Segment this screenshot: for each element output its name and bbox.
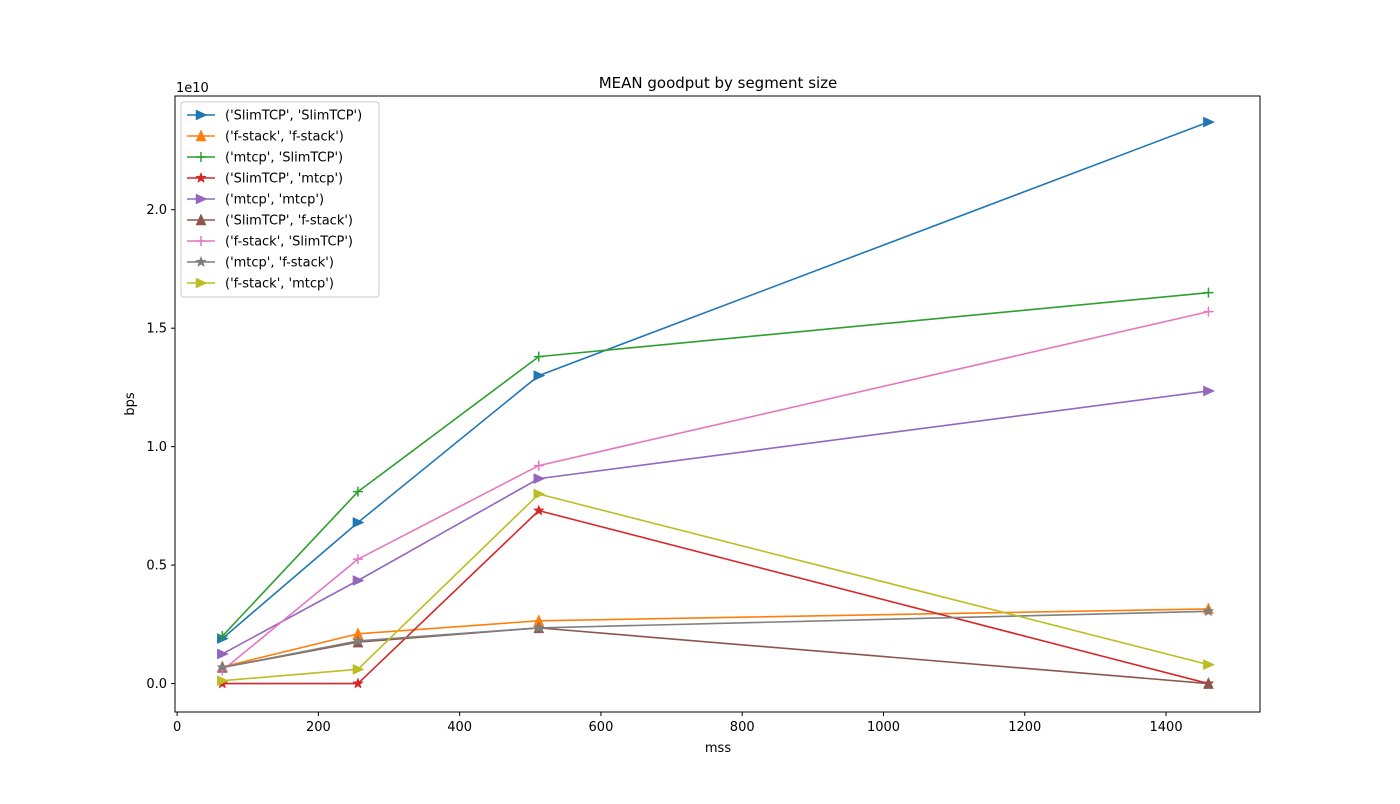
x-axis-label: mss: [705, 741, 731, 756]
data-point: [532, 621, 545, 633]
plot-area: 0 200 400 600 800 1000 1200 1400 0.0 0.5 1.0 1.5 2.0: [146, 95, 1261, 735]
data-point: [533, 473, 546, 485]
y-tick-label: 1.5: [146, 322, 167, 337]
y-axis-label: bps: [123, 392, 138, 416]
x-tick-label: 1400: [1150, 720, 1183, 735]
legend-label: ('SlimTCP', 'mtcp'): [225, 172, 343, 187]
legend-label: ('SlimTCP', 'SlimTCP'): [225, 109, 362, 124]
data-point: [533, 351, 544, 362]
legend-label: ('SlimTCP', 'f-stack'): [225, 214, 353, 229]
series-line-1: [221, 121, 1209, 640]
data-point: [533, 370, 546, 381]
legend-marker: [196, 236, 206, 246]
data-point: [1203, 287, 1214, 298]
legend-label: ('f-stack', 'f-stack'): [225, 130, 344, 145]
legend-label: ('f-stack', 'mtcp'): [225, 277, 334, 292]
data-point: [216, 661, 229, 673]
x-tick-label: 1000: [867, 720, 900, 735]
chart-title: MEAN goodput by segment size: [599, 74, 838, 92]
y-tick-label: 0.5: [146, 559, 167, 574]
series-line-5: [221, 390, 1209, 655]
data-point: [1203, 116, 1216, 128]
legend-label: ('f-stack', 'SlimTCP'): [225, 235, 353, 250]
x-tick-label: 0: [173, 720, 181, 735]
legend-marker: [195, 255, 207, 268]
legend-marker: [195, 277, 208, 289]
legend-marker: [195, 193, 208, 205]
data-point: [533, 488, 546, 500]
legend-marker: [196, 152, 206, 162]
series-line-8: [222, 610, 1209, 669]
x-tick-label: 400: [447, 720, 472, 735]
legend-marker: [195, 171, 207, 184]
x-tick-label: 1200: [1008, 720, 1041, 735]
legend-box: [180, 101, 380, 298]
series-line-3: [221, 291, 1209, 637]
data-point: [352, 486, 363, 497]
legend-label: ('mtcp', 'mtcp'): [225, 193, 324, 208]
series-line-2: [222, 608, 1209, 668]
y-offset-text: 1e10: [176, 81, 209, 96]
x-tick-label: 800: [730, 720, 755, 735]
data-point: [1202, 605, 1215, 617]
data-point: [352, 634, 364, 646]
x-tick-label: 600: [589, 720, 614, 735]
data-point: [217, 675, 229, 687]
legend-marker: [195, 213, 207, 226]
data-point: [1203, 676, 1214, 689]
series-line-4: [222, 509, 1209, 685]
legend: ('SlimTCP', 'SlimTCP') ('f-stack', 'f-sta…: [180, 101, 380, 298]
data-point: [533, 460, 544, 471]
y-tick-label: 1.0: [146, 440, 167, 455]
x-tick-label: 200: [306, 720, 331, 735]
data-point: [217, 631, 228, 642]
data-point: [1203, 659, 1216, 671]
series-line-7: [221, 310, 1209, 672]
legend-marker: [195, 109, 208, 121]
legend-label: ('mtcp', 'SlimTCP'): [225, 151, 343, 166]
axes-frame: [174, 95, 1261, 713]
data-point: [352, 554, 363, 565]
data-point: [352, 677, 364, 689]
data-point: [1203, 385, 1216, 397]
y-tick-label: 2.0: [146, 203, 167, 218]
data-point: [532, 504, 545, 516]
series-line-9: [222, 493, 1209, 682]
legend-label: ('mtcp', 'f-stack'): [225, 256, 334, 271]
y-tick-label: 0.0: [146, 677, 167, 692]
legend-marker: [195, 129, 207, 142]
data-point: [352, 663, 365, 675]
data-point: [352, 575, 365, 586]
data-point: [1203, 306, 1214, 317]
data-point: [352, 517, 365, 528]
data-point: [217, 648, 229, 660]
